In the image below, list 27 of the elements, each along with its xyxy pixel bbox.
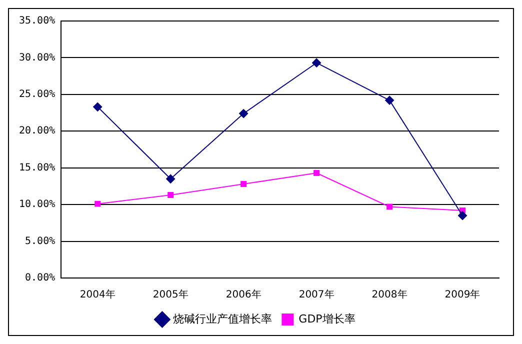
point	[385, 96, 394, 105]
y-tick-label: 10.00%	[19, 199, 56, 210]
point	[386, 204, 393, 210]
x-tick-label: 2007年	[298, 288, 334, 301]
y-tick-label: 15.00%	[19, 162, 56, 174]
point	[314, 170, 320, 176]
point	[240, 181, 247, 187]
x-tick-label: 2008年	[372, 288, 408, 301]
x-tick-label: 2006年	[226, 288, 262, 301]
point	[168, 192, 174, 198]
point	[458, 211, 468, 220]
point	[166, 174, 176, 184]
point	[239, 109, 248, 118]
x-tick-label: 2004年	[80, 288, 116, 301]
legend-label: GDP增长率	[298, 312, 356, 326]
point	[312, 58, 322, 68]
x-tick-label: 2009年	[444, 288, 480, 301]
x-tick-label: 2005年	[152, 288, 188, 301]
y-tick-label: 25.00%	[19, 89, 56, 100]
y-tick-label: 20.00%	[19, 126, 56, 137]
y-tick-label: 0.00%	[25, 272, 56, 284]
y-tick-label: 30.00%	[19, 52, 56, 64]
point	[93, 102, 102, 112]
legend-label: 烧碱行业产值增长率	[173, 312, 272, 326]
point	[94, 200, 101, 207]
y-tick-label: 35.00%	[19, 16, 56, 27]
y-tick-label: 5.00%	[25, 236, 56, 247]
